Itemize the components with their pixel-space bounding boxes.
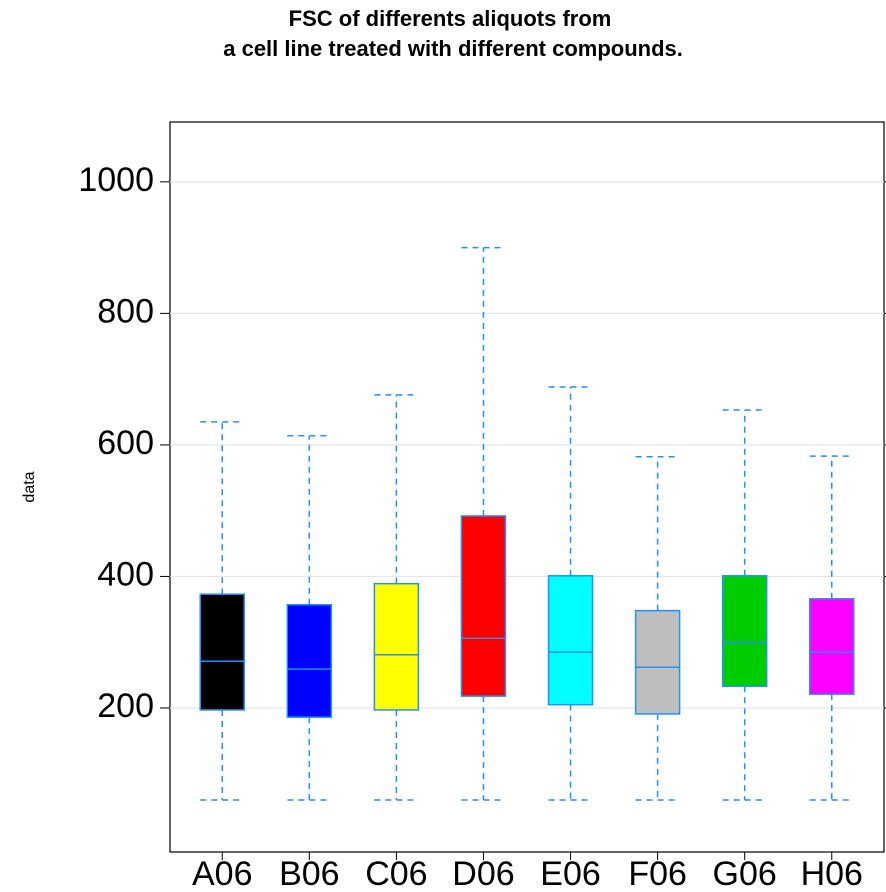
box (721, 575, 768, 688)
x-tick-label: B06 (279, 855, 340, 892)
box (547, 575, 594, 706)
x-tick-label: H06 (801, 855, 863, 892)
chart-title-text: FSC of differents aliquots from a cell l… (217, 6, 683, 61)
chart-title: FSC of differents aliquots from a cell l… (217, 6, 683, 61)
box (199, 593, 245, 711)
y-tick-label: 400 (97, 555, 154, 593)
y-tick-label: 1000 (78, 161, 154, 199)
x-tick-label: G06 (713, 855, 777, 892)
y-tick-label: 600 (97, 424, 154, 462)
y-axis-label: data (21, 471, 38, 502)
x-tick-label: D06 (452, 855, 514, 892)
x-tick-label: A06 (192, 855, 253, 892)
box (634, 609, 681, 715)
box (809, 598, 855, 695)
box (286, 603, 333, 718)
box (460, 515, 507, 697)
plot-frame (169, 121, 885, 853)
y-tick-label: 200 (97, 687, 154, 725)
x-tick-label: F06 (628, 855, 687, 892)
box (373, 582, 420, 711)
x-tick-label: C06 (365, 855, 427, 892)
y-tick-label: 800 (97, 292, 154, 330)
x-tick-label: E06 (540, 855, 601, 892)
